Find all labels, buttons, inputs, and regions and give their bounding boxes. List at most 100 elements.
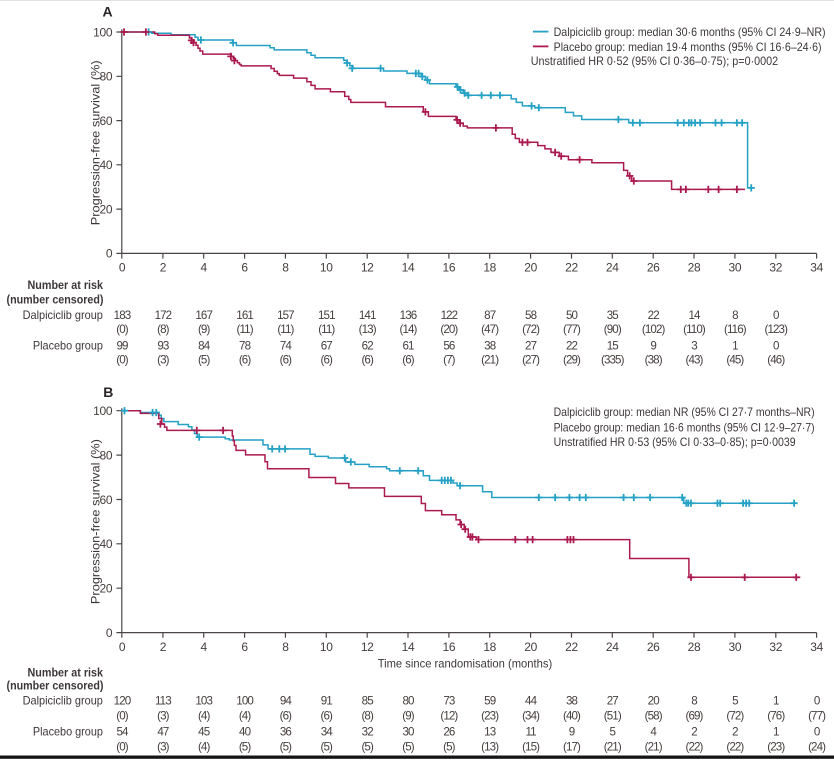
svg-text:100: 100 [93, 25, 113, 39]
svg-text:100: 100 [93, 404, 113, 418]
svg-text:0: 0 [119, 640, 126, 654]
svg-text:73: 73 [443, 694, 455, 707]
svg-text:(40): (40) [563, 709, 581, 722]
svg-text:(4): (4) [239, 709, 252, 722]
svg-text:(4): (4) [198, 709, 211, 722]
svg-text:32: 32 [769, 261, 782, 275]
svg-text:151: 151 [318, 309, 335, 322]
svg-text:Number at risk: Number at risk [28, 278, 104, 292]
svg-text:18: 18 [483, 640, 496, 654]
svg-text:(number censored): (number censored) [7, 293, 104, 307]
svg-text:(51): (51) [604, 709, 622, 722]
svg-text:(23): (23) [767, 740, 785, 753]
svg-text:56: 56 [443, 339, 455, 352]
svg-text:8: 8 [691, 694, 697, 707]
svg-text:(77): (77) [563, 323, 581, 336]
svg-text:1: 1 [773, 694, 779, 707]
svg-text:(38): (38) [645, 354, 663, 367]
svg-text:12: 12 [361, 640, 374, 654]
svg-text:(5): (5) [402, 740, 415, 753]
svg-text:(20): (20) [440, 323, 458, 336]
svg-text:(116): (116) [724, 323, 747, 336]
svg-text:(21): (21) [645, 740, 663, 753]
svg-text:122: 122 [441, 309, 458, 322]
svg-text:Progression-free survival (%): Progression-free survival (%) [89, 439, 103, 604]
svg-text:(11): (11) [318, 323, 335, 336]
svg-text:61: 61 [402, 339, 414, 352]
svg-text:2: 2 [732, 725, 738, 738]
svg-text:Dalpiciclib group: median 30·6: Dalpiciclib group: median 30·6 months (9… [554, 25, 826, 39]
svg-text:16: 16 [443, 640, 456, 654]
svg-text:80: 80 [402, 694, 414, 707]
svg-text:93: 93 [157, 339, 169, 352]
svg-text:(6): (6) [402, 354, 415, 367]
svg-text:(90): (90) [604, 323, 622, 336]
svg-text:22: 22 [566, 339, 578, 352]
svg-text:Dalpiciclib group: Dalpiciclib group [23, 308, 104, 322]
svg-text:(22): (22) [685, 740, 703, 753]
svg-text:Placebo group: Placebo group [33, 724, 103, 738]
svg-text:(21): (21) [604, 740, 622, 753]
svg-text:(14): (14) [399, 323, 417, 336]
svg-text:167: 167 [195, 309, 212, 322]
svg-text:91: 91 [321, 694, 333, 707]
svg-text:5: 5 [610, 725, 616, 738]
svg-text:Placebo group: Placebo group [33, 338, 103, 352]
svg-text:87: 87 [484, 309, 496, 322]
svg-text:(77): (77) [808, 709, 826, 722]
svg-text:(23): (23) [481, 709, 499, 722]
svg-text:74: 74 [280, 339, 293, 352]
svg-text:(6): (6) [321, 354, 334, 367]
svg-text:28: 28 [688, 640, 701, 654]
svg-text:(102): (102) [642, 323, 666, 336]
svg-text:(46): (46) [767, 354, 785, 367]
svg-text:(72): (72) [522, 323, 540, 336]
svg-text:(27): (27) [522, 354, 540, 367]
svg-text:0: 0 [106, 626, 113, 640]
svg-text:9: 9 [569, 725, 575, 738]
svg-text:(8): (8) [361, 709, 374, 722]
svg-text:(9): (9) [402, 709, 415, 722]
svg-text:(72): (72) [726, 709, 744, 722]
svg-text:50: 50 [566, 309, 578, 322]
svg-text:(47): (47) [481, 323, 499, 336]
svg-text:(5): (5) [443, 740, 456, 753]
svg-text:(9): (9) [198, 323, 211, 336]
svg-text:54: 54 [116, 725, 129, 738]
svg-text:Unstratified HR 0·52 (95% CI 0: Unstratified HR 0·52 (95% CI 0·36–0·75);… [531, 54, 779, 68]
svg-text:(58): (58) [645, 709, 663, 722]
svg-text:(13): (13) [359, 323, 377, 336]
svg-text:27: 27 [607, 694, 619, 707]
svg-text:16: 16 [443, 261, 456, 275]
svg-text:100: 100 [236, 694, 253, 707]
svg-text:6: 6 [241, 640, 248, 654]
svg-text:0: 0 [119, 261, 126, 275]
svg-text:(number censored): (number censored) [7, 678, 104, 692]
svg-text:1: 1 [773, 725, 779, 738]
svg-text:(0): (0) [116, 740, 129, 753]
svg-text:Unstratified HR 0·53 (95% CI 0: Unstratified HR 0·53 (95% CI 0·33–0·85);… [554, 435, 796, 449]
svg-text:(4): (4) [198, 740, 211, 753]
svg-text:183: 183 [114, 309, 131, 322]
svg-text:2: 2 [160, 261, 167, 275]
svg-text:(6): (6) [280, 709, 293, 722]
svg-text:(21): (21) [481, 354, 499, 367]
svg-text:0: 0 [814, 725, 820, 738]
svg-text:38: 38 [566, 694, 578, 707]
svg-text:28: 28 [688, 261, 701, 275]
svg-text:0: 0 [106, 247, 113, 261]
svg-text:84: 84 [198, 339, 211, 352]
svg-text:0: 0 [773, 309, 779, 322]
svg-text:20: 20 [648, 694, 660, 707]
svg-text:94: 94 [280, 694, 293, 707]
svg-text:136: 136 [400, 309, 417, 322]
svg-text:120: 120 [114, 694, 131, 707]
svg-text:(5): (5) [280, 740, 293, 753]
svg-text:(5): (5) [239, 740, 252, 753]
svg-text:27: 27 [525, 339, 537, 352]
svg-text:(6): (6) [321, 709, 334, 722]
svg-text:(15): (15) [522, 740, 540, 753]
svg-text:5: 5 [732, 694, 738, 707]
svg-text:(43): (43) [685, 354, 703, 367]
svg-text:(6): (6) [280, 354, 293, 367]
